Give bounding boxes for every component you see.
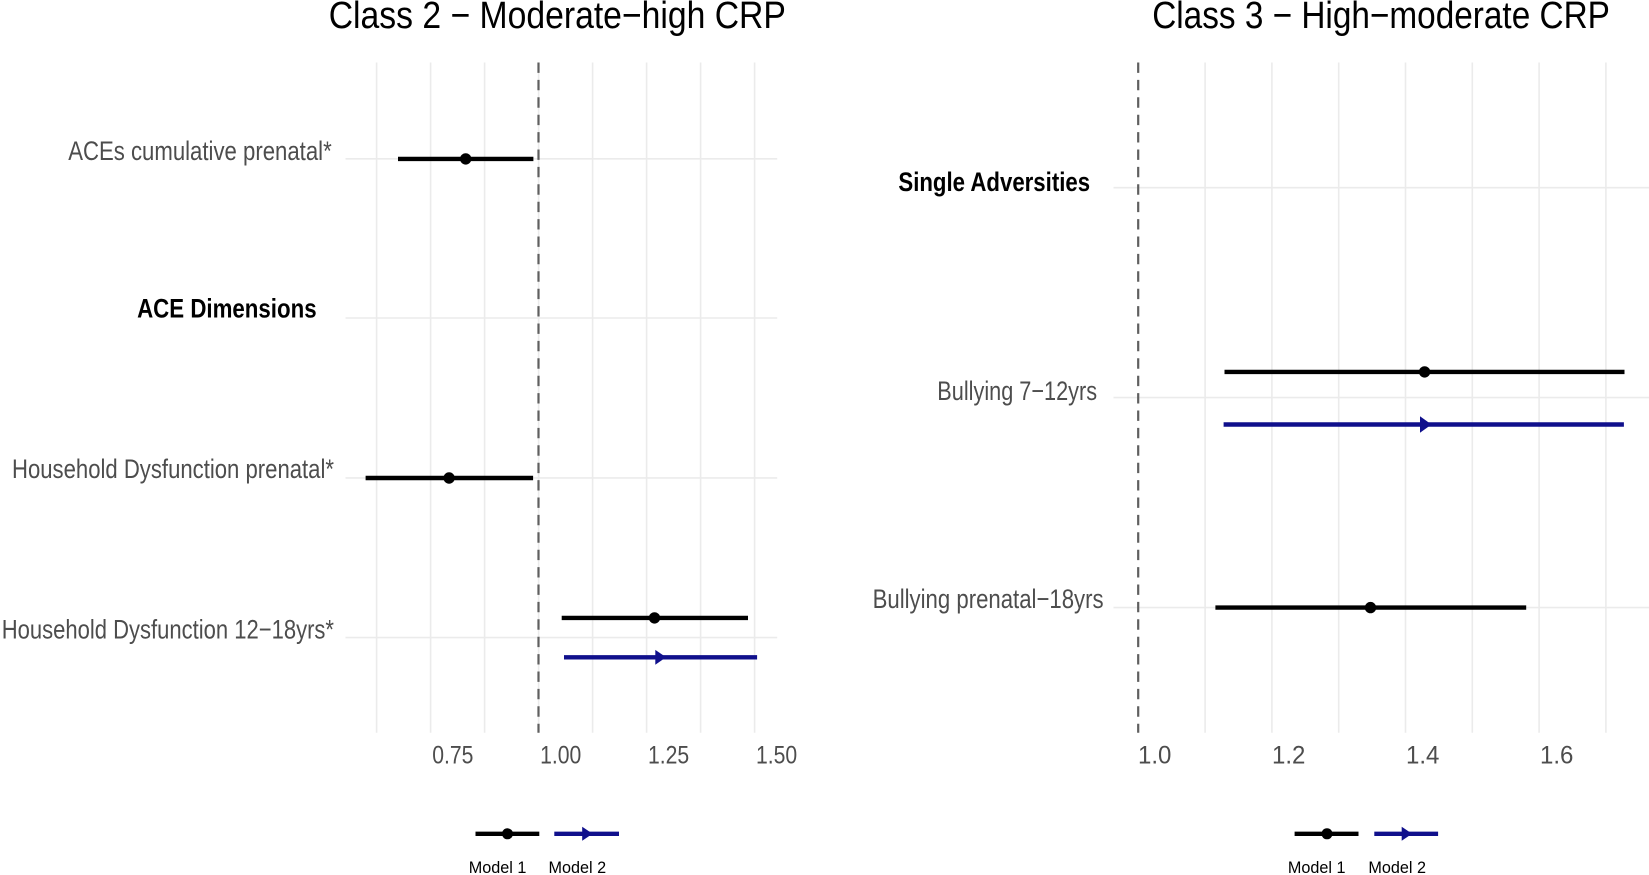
svg-text:Model 2: Model 2 [1368, 859, 1426, 875]
svg-text:ACE Dimensions: ACE Dimensions [137, 294, 317, 324]
svg-text:Model 1: Model 1 [469, 859, 527, 875]
svg-text:Model 2: Model 2 [549, 859, 607, 875]
svg-text:Class 3 − High−moderate CRP: Class 3 − High−moderate CRP [1152, 0, 1610, 37]
svg-text:Bullying prenatal−18yrs: Bullying prenatal−18yrs [873, 584, 1104, 614]
svg-text:1.25: 1.25 [648, 741, 689, 769]
svg-text:ACEs cumulative prenatal*: ACEs cumulative prenatal* [68, 136, 332, 166]
svg-text:1.50: 1.50 [756, 741, 797, 769]
svg-text:1.6: 1.6 [1540, 741, 1573, 769]
svg-text:Single Adversities: Single Adversities [898, 167, 1090, 197]
svg-text:Household Dysfunction 12−18yrs: Household Dysfunction 12−18yrs* [2, 615, 335, 645]
svg-text:Household Dysfunction prenatal: Household Dysfunction prenatal* [12, 454, 334, 484]
svg-text:1.0: 1.0 [1138, 741, 1171, 769]
svg-text:Class 2 − Moderate−high CRP: Class 2 − Moderate−high CRP [329, 0, 786, 37]
svg-text:1.2: 1.2 [1272, 741, 1305, 769]
svg-text:Bullying 7−12yrs: Bullying 7−12yrs [937, 376, 1097, 406]
svg-text:1.4: 1.4 [1406, 741, 1439, 769]
svg-text:Model 1: Model 1 [1288, 859, 1346, 875]
svg-text:0.75: 0.75 [432, 741, 473, 769]
svg-text:1.00: 1.00 [540, 741, 581, 769]
